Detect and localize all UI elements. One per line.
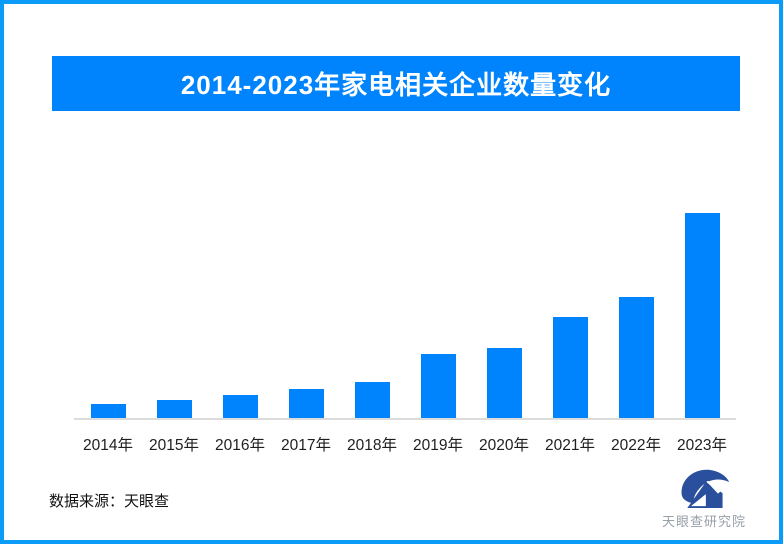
x-tick-label: 2016年: [215, 437, 265, 454]
bar-column-2019: [405, 354, 471, 419]
bar-2021: [552, 317, 588, 419]
x-tick-label: 2023年: [677, 437, 727, 454]
x-tick-label: 2017年: [281, 437, 331, 454]
eye-logo-icon: [681, 469, 730, 508]
bar-2023: [684, 213, 720, 419]
bar-2016: [222, 395, 258, 419]
data-source-text: 数据来源：天眼查: [49, 493, 170, 510]
bar-column-2014: [75, 404, 141, 419]
bar-column-2023: [669, 213, 735, 419]
x-tick-label: 2022年: [611, 437, 661, 454]
bar-column-2018: [339, 382, 405, 419]
bar-2017: [288, 389, 324, 419]
bar-column-2021: [537, 317, 603, 419]
x-tick-label: 2020年: [479, 437, 529, 454]
bar-2015: [156, 400, 192, 419]
bar-2018: [354, 382, 390, 419]
bar-2019: [420, 354, 456, 419]
x-axis-labels: 2014年 2015年 2016年 2017年 2018年 2019年 2020年 2021年…: [75, 433, 735, 455]
org-logo: 天眼查研究院: [662, 467, 746, 530]
bar-column-2017: [273, 389, 339, 419]
x-tick-label: 2019年: [413, 437, 463, 454]
x-tick-label: 2021年: [545, 437, 595, 454]
bar-2020: [486, 348, 522, 419]
chart-title: 2014-2023年家电相关企业数量变化: [180, 70, 612, 100]
x-tick-label: 2018年: [347, 437, 397, 454]
bar-2022: [618, 297, 654, 419]
bar-chart: [75, 4, 735, 419]
org-name: 天眼查研究院: [662, 514, 747, 529]
bar-column-2022: [603, 297, 669, 419]
x-tick-label: 2015年: [149, 437, 199, 454]
title-banner: 2014-2023年家电相关企业数量变化: [52, 56, 740, 111]
bar-column-2020: [471, 348, 537, 419]
bar-column-2015: [141, 400, 207, 419]
x-tick-label: 2014年: [83, 437, 133, 454]
x-axis-line: [74, 418, 736, 420]
bar-2014: [90, 404, 126, 419]
bar-column-2016: [207, 395, 273, 419]
